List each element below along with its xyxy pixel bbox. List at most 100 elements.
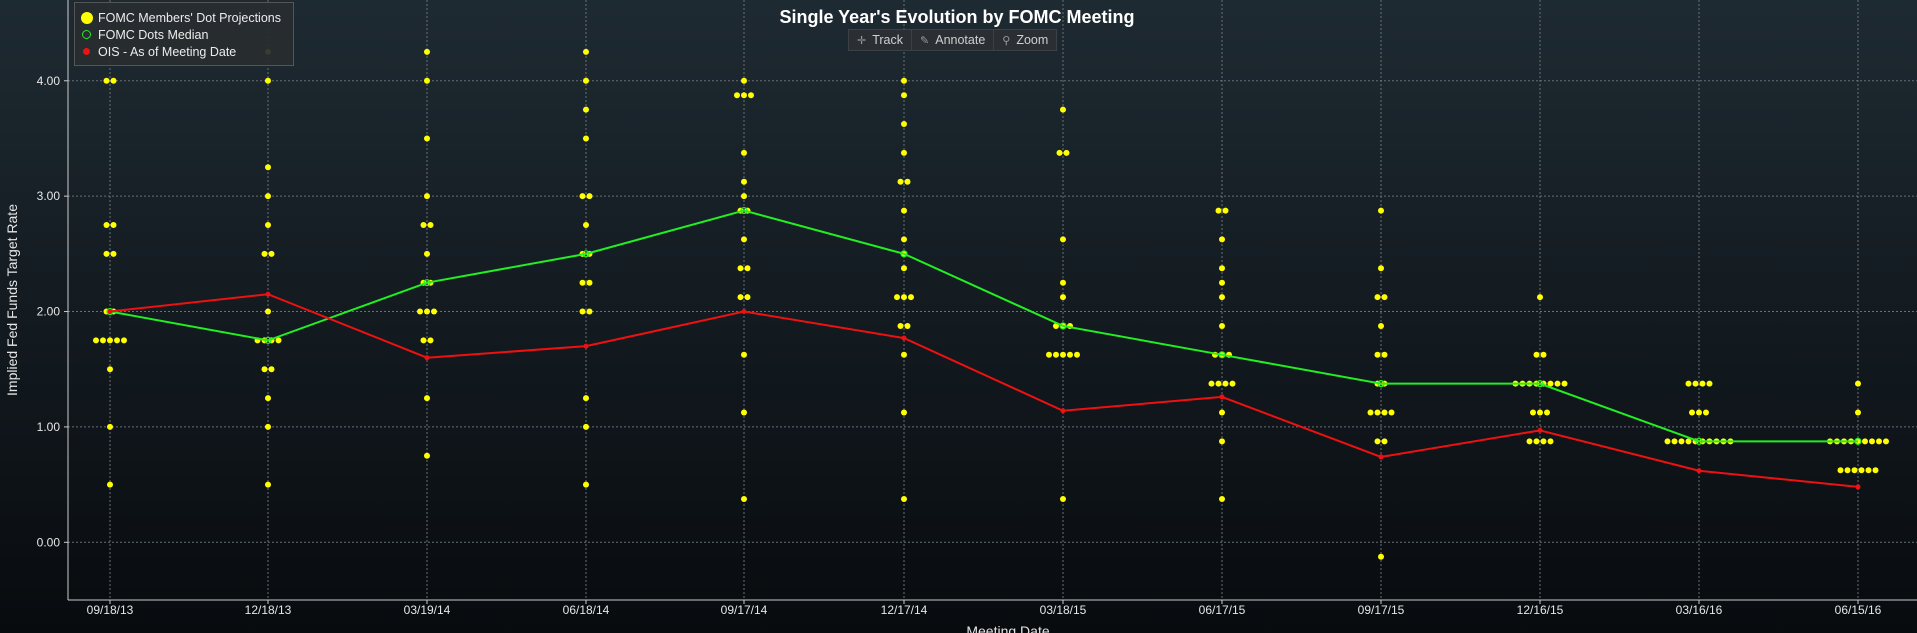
median-point xyxy=(582,250,590,258)
dot-projection-point xyxy=(901,121,907,128)
dot-projection-point xyxy=(741,236,747,243)
dot-projection-point xyxy=(904,322,911,329)
dot-projection-point xyxy=(1692,380,1699,387)
dot-projection-point xyxy=(424,193,430,200)
dot-projection-point xyxy=(734,92,740,99)
dot-projection-point xyxy=(908,294,914,301)
dot-projection-point xyxy=(424,452,430,459)
legend-item-dot-projections[interactable]: FOMC Members' Dot Projections xyxy=(81,9,287,26)
median-point xyxy=(264,336,272,344)
median-point xyxy=(740,206,748,215)
dot-projection-point xyxy=(121,337,127,344)
x-tick-label: 03/18/15 xyxy=(1040,603,1087,617)
median-point xyxy=(900,250,908,258)
dot-projection-point xyxy=(583,106,589,113)
dot-projection-point xyxy=(1696,409,1702,416)
x-tick-label: 12/18/13 xyxy=(245,603,292,617)
annotate-button[interactable]: ✎ Annotate xyxy=(912,30,995,50)
dot-projection-point xyxy=(1219,438,1225,445)
legend-item-ois[interactable]: OIS - As of Meeting Date xyxy=(81,43,287,60)
dot-projection-point xyxy=(1222,380,1229,387)
dot-projection-point xyxy=(1537,409,1543,416)
dot-projection-point xyxy=(901,409,907,416)
dot-projection-point xyxy=(583,77,589,84)
dot-projection-point xyxy=(897,322,904,329)
dot-projection-point xyxy=(420,337,427,344)
dot-projection-point xyxy=(1526,438,1533,445)
dot-projection-point xyxy=(1858,467,1865,474)
x-tick-label: 06/15/16 xyxy=(1835,603,1882,617)
dot-projection-point xyxy=(1872,467,1879,474)
dot-projection-point xyxy=(1855,409,1861,416)
dot-projection-point xyxy=(110,250,117,257)
x-tick-label: 09/17/15 xyxy=(1358,603,1405,617)
legend: FOMC Members' Dot Projections FOMC Dots … xyxy=(74,2,294,66)
dot-projection-point xyxy=(424,308,430,315)
dot-projection-point xyxy=(265,77,271,84)
dot-projection-point xyxy=(1060,279,1066,286)
dot-projection-point xyxy=(586,308,593,315)
dot-projection-point xyxy=(1063,149,1070,156)
track-button[interactable]: ✛ Track xyxy=(849,30,913,50)
dot-projection-point xyxy=(1855,380,1861,387)
magnifier-icon: ⚲ xyxy=(1002,34,1011,47)
dot-projection-point xyxy=(1381,409,1388,416)
dot-projection-point xyxy=(1060,236,1066,243)
dot-projection-point xyxy=(1381,294,1388,301)
dot-projection-point xyxy=(1374,351,1381,358)
red-dot-icon xyxy=(83,48,90,55)
median-point xyxy=(1218,351,1226,359)
ois-point xyxy=(1537,427,1543,433)
dot-projection-point xyxy=(265,164,271,171)
dot-projection-point xyxy=(901,92,907,99)
chart-title: Single Year's Evolution by FOMC Meeting xyxy=(779,7,1134,27)
dot-projection-point xyxy=(741,149,747,156)
dot-projection-point xyxy=(1215,380,1222,387)
zoom-button[interactable]: ⚲ Zoom xyxy=(994,30,1056,50)
dot-projection-point xyxy=(275,337,282,344)
dot-projection-point xyxy=(1056,149,1063,156)
dot-projection-point xyxy=(904,178,911,185)
dot-projection-point xyxy=(424,135,430,142)
dot-projection-point xyxy=(901,236,907,243)
dot-projection-point xyxy=(583,135,589,142)
dot-projection-point xyxy=(424,77,430,84)
ois-line xyxy=(109,293,1859,488)
dot-projection-point xyxy=(1554,380,1561,387)
dot-projection-point xyxy=(1208,380,1215,387)
dot-projection-point xyxy=(265,395,271,402)
legend-label: FOMC Dots Median xyxy=(98,27,209,42)
dot-projection-point xyxy=(1229,380,1236,387)
x-tick-label: 06/17/15 xyxy=(1199,603,1246,617)
x-axis-label: Meeting Date xyxy=(966,623,1049,633)
dot-projection-point xyxy=(1851,467,1858,474)
dot-projection-point xyxy=(741,351,747,358)
dot-projection-point xyxy=(265,308,271,315)
dot-projection-point xyxy=(417,308,423,315)
dot-projection-point xyxy=(1378,207,1384,214)
dot-projection-point xyxy=(1219,279,1225,286)
dot-projection-point xyxy=(424,48,430,55)
median-point xyxy=(1695,437,1703,445)
dot-projection-point xyxy=(268,366,275,373)
dot-projection-point xyxy=(1374,294,1381,301)
dot-projection-point xyxy=(1883,438,1889,445)
dot-projection-point xyxy=(741,496,747,503)
x-tick-label: 03/16/16 xyxy=(1676,603,1723,617)
dot-projection-point xyxy=(1664,438,1671,445)
dot-projection-point xyxy=(114,337,120,344)
dot-projection-point xyxy=(1844,467,1851,474)
y-tick-label: 2.00 xyxy=(37,305,61,319)
dot-projection-point xyxy=(1678,438,1685,445)
dot-projection-point xyxy=(1381,438,1388,445)
dot-projection-point xyxy=(420,222,427,228)
dot-projection-point xyxy=(1703,409,1709,416)
dot-projection-point xyxy=(1378,265,1384,272)
dot-projection-point xyxy=(748,92,754,99)
dot-projection-point xyxy=(901,496,907,503)
dot-projection-point xyxy=(431,308,437,315)
dot-projection-point xyxy=(586,279,593,286)
dot-projection-point xyxy=(583,423,589,430)
legend-item-dots-median[interactable]: FOMC Dots Median xyxy=(81,26,287,43)
